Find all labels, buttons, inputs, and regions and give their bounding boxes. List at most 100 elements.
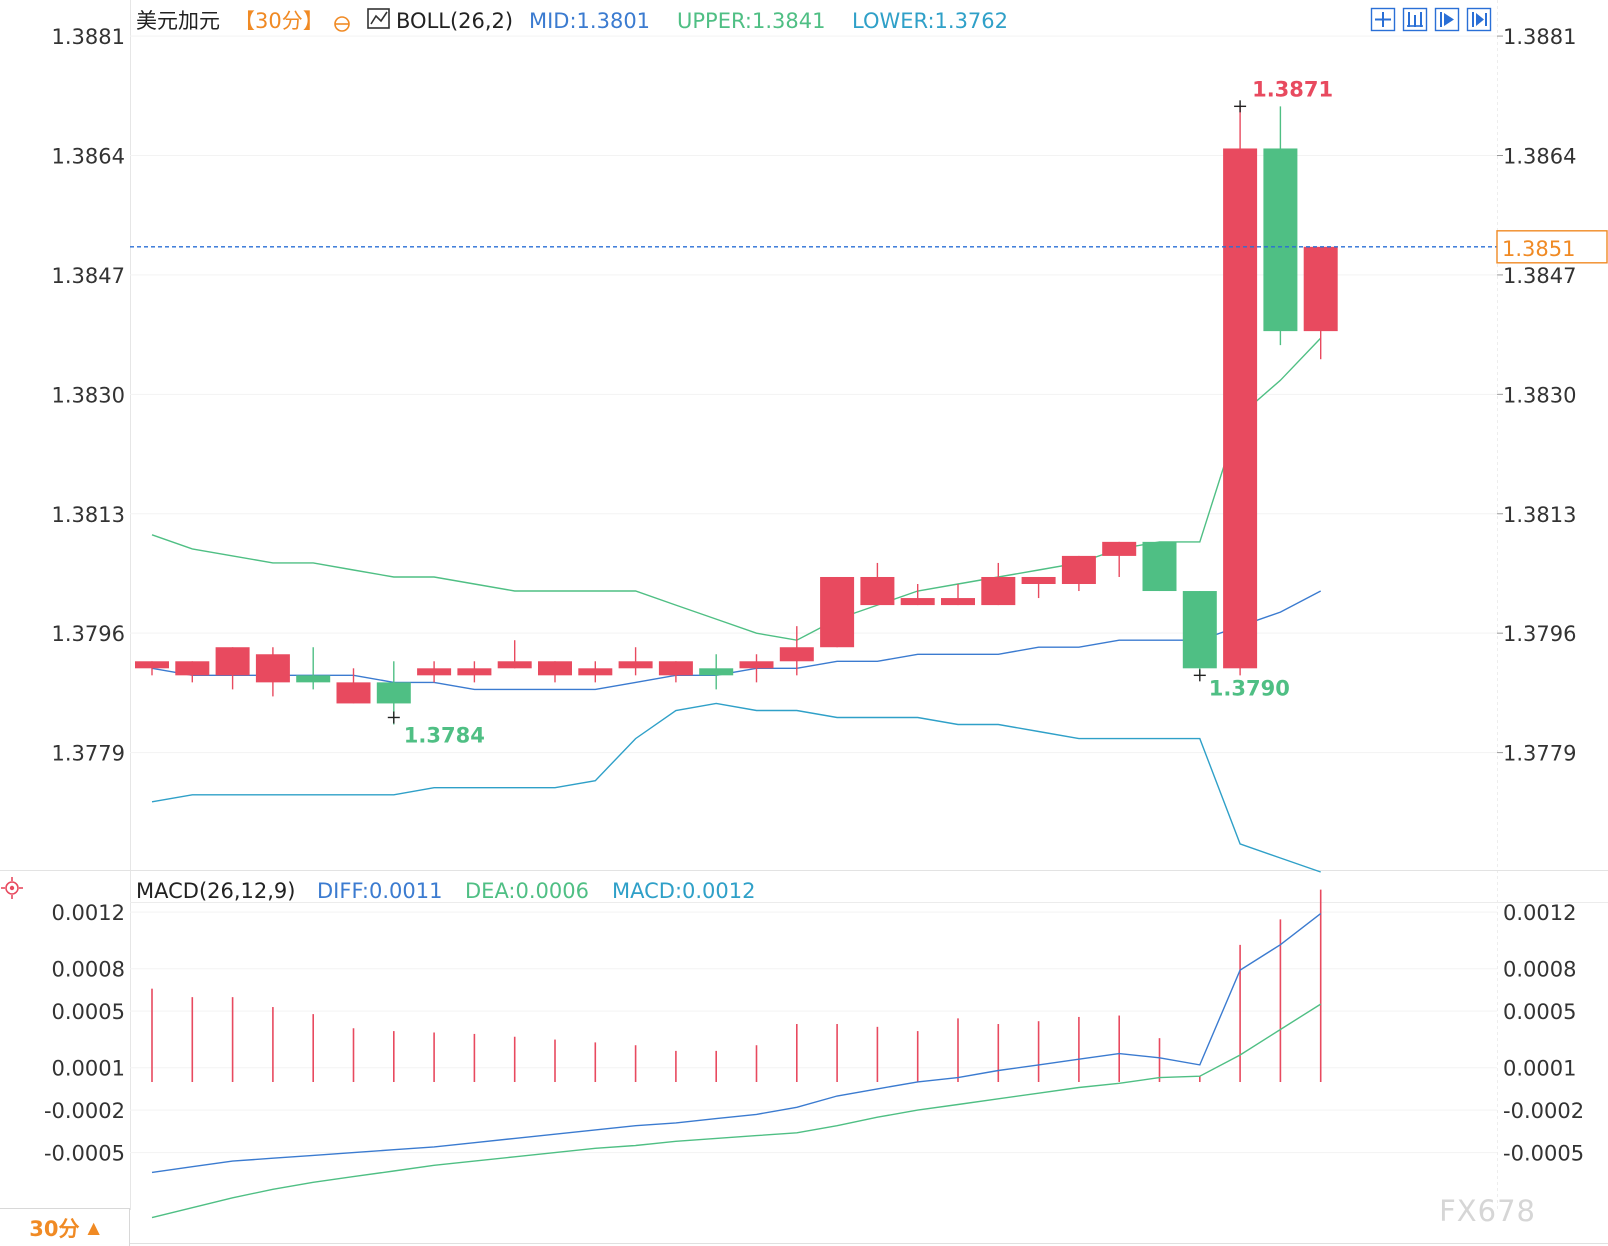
bottom-border — [130, 1243, 1608, 1244]
candle-body — [336, 682, 371, 704]
candle-up — [820, 576, 855, 648]
candle-body — [1303, 246, 1338, 332]
price-tick-label: 1.3779 — [52, 742, 125, 766]
macd-tick-label-right: 0.0012 — [1503, 901, 1576, 925]
price-tick-label: 1.3813 — [52, 503, 125, 527]
candle-up — [900, 584, 935, 606]
candle-body — [860, 576, 895, 606]
low-marker-b — [1193, 669, 1206, 682]
diff-line — [151, 913, 1322, 1174]
candle-up — [658, 661, 693, 683]
candle-up — [578, 661, 613, 683]
candle-body — [618, 661, 653, 669]
candle-up — [1102, 541, 1137, 577]
macd-dea-value: DEA:0.0006 — [465, 879, 589, 903]
candle-body — [658, 661, 693, 676]
candle-body — [1102, 541, 1137, 556]
candle-down — [1142, 541, 1177, 592]
macd-tick-label-right: -0.0002 — [1503, 1099, 1584, 1123]
price-tick-label: 1.3796 — [52, 622, 125, 646]
grid-icon[interactable] — [1370, 7, 1396, 32]
candle-body — [1021, 576, 1056, 585]
candle-body — [417, 668, 452, 676]
period-tab[interactable]: 30分 ▲ — [0, 1208, 130, 1246]
candle-up — [336, 668, 371, 704]
price-tick-label-right: 1.3864 — [1503, 144, 1576, 168]
candle-up — [255, 647, 290, 697]
macd-tick-label-right: -0.0005 — [1503, 1142, 1584, 1166]
candle-body — [175, 661, 210, 676]
candle-body — [457, 668, 492, 676]
period-tab-label: 30分 — [29, 1216, 80, 1241]
candle-body — [578, 668, 613, 676]
macd-tick-label: 0.0012 — [52, 901, 125, 925]
current-price-label: 1.3851 — [1502, 237, 1575, 261]
candle-up — [860, 562, 895, 606]
bar-icon[interactable] — [1402, 7, 1428, 32]
candle-body — [1061, 555, 1096, 585]
candle-up — [1223, 106, 1258, 676]
price-tick-label-right: 1.3796 — [1503, 622, 1576, 646]
candle-down — [1182, 591, 1217, 676]
watermark: FX678 — [1439, 1194, 1536, 1228]
candle-body — [255, 654, 290, 683]
step-forward-icon[interactable] — [1466, 7, 1492, 32]
candle-body — [1142, 541, 1177, 592]
boll-upper-value: UPPER:1.3841 — [677, 9, 825, 33]
macd-tick-label: 0.0005 — [52, 1000, 125, 1024]
boll-upper-line — [151, 337, 1322, 641]
candle-up — [1303, 246, 1338, 360]
candle-body — [739, 661, 774, 669]
candle-up — [739, 654, 774, 683]
macd-grid — [130, 911, 1497, 1154]
high-marker — [1234, 100, 1247, 113]
candle-up — [215, 647, 250, 690]
candle-body — [538, 661, 572, 676]
macd-tick-label-right: 0.0001 — [1503, 1057, 1576, 1081]
candle-up — [981, 562, 1016, 606]
macd-lines — [151, 913, 1322, 1219]
price-tick-label: 1.3830 — [52, 383, 125, 407]
candle-up — [497, 640, 532, 669]
boll-mid-value: MID:1.3801 — [529, 9, 650, 33]
macd-macd-value: MACD:0.0012 — [612, 879, 756, 903]
price-tick-label-right: 1.3847 — [1503, 264, 1576, 288]
candle-up — [175, 661, 210, 683]
macd-diff-value: DIFF:0.0011 — [317, 879, 442, 903]
candle-up — [1061, 555, 1096, 592]
macd-tick-label: -0.0005 — [44, 1142, 125, 1166]
macd-settings-icon[interactable] — [1, 877, 23, 899]
candle-body — [1223, 148, 1258, 669]
period-label[interactable]: 【30分】 — [234, 9, 324, 33]
candle-body — [820, 576, 855, 648]
price-tick-label: 1.3864 — [52, 144, 125, 168]
candle-body — [941, 598, 975, 606]
price-tick-label: 1.3881 — [52, 25, 125, 49]
candle-body — [779, 647, 814, 662]
low-marker-a — [387, 711, 400, 724]
boll-lower-line — [151, 702, 1321, 873]
price-tick-label-right: 1.3813 — [1503, 503, 1576, 527]
price-tick-label-right: 1.3830 — [1503, 383, 1576, 407]
macd-indicator-label[interactable]: MACD(26,12,9) — [136, 879, 296, 903]
high-price-label: 1.3871 — [1252, 77, 1333, 101]
macd-tick-label-right: 0.0008 — [1503, 958, 1576, 982]
boll-lower-value: LOWER:1.3762 — [852, 9, 1008, 33]
candles — [135, 106, 1338, 725]
candle-up — [135, 661, 169, 676]
price-tick-label-right: 1.3881 — [1503, 25, 1576, 49]
candle-up — [417, 661, 452, 683]
low-price-label-a: 1.3784 — [404, 723, 485, 747]
current-price-tag — [1496, 230, 1608, 264]
period-switch-icon[interactable] — [334, 16, 350, 32]
indicator-chart-icon[interactable] — [367, 8, 390, 29]
candle-body — [296, 675, 331, 683]
macd-bars — [151, 889, 1322, 1082]
macd-tick-label: 0.0001 — [52, 1057, 125, 1081]
macd-axis-right: 0.0012 0.0008 0.0005 0.0001 -0.0002 -0.0005 — [1503, 901, 1584, 1165]
play-icon[interactable] — [1434, 7, 1460, 32]
candle-body — [215, 647, 250, 676]
dea-line — [151, 1003, 1322, 1219]
boll-indicator-label[interactable]: BOLL(26,2) — [396, 9, 513, 33]
